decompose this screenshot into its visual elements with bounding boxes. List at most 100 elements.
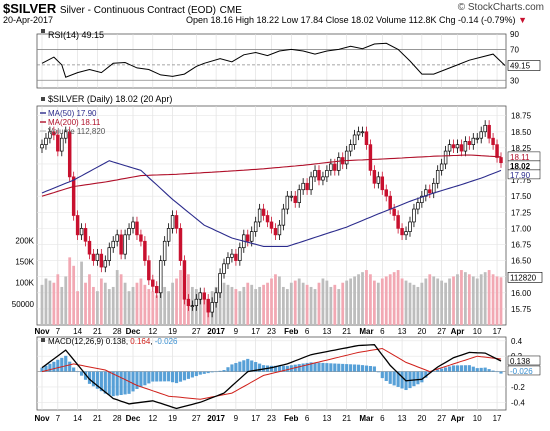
x-axis-label: 7 <box>56 327 61 336</box>
volume-bar <box>167 291 171 325</box>
candle-body <box>309 176 313 191</box>
candle-body <box>40 144 44 149</box>
candle-body <box>431 182 436 194</box>
volume-bar <box>388 274 392 325</box>
macd-histogram-bar <box>321 362 325 372</box>
volume-bar <box>143 284 147 325</box>
x-axis-label: 19 <box>168 327 177 336</box>
volume-bar <box>491 274 495 325</box>
x-axis-label-bottom: 14 <box>73 414 82 423</box>
candle-body <box>79 228 84 236</box>
candle-body <box>356 131 361 136</box>
candle-body <box>147 260 151 281</box>
volume-bar <box>404 280 408 325</box>
macd-histogram-bar <box>455 365 460 372</box>
volume-bar <box>361 272 364 325</box>
candle-body <box>198 292 203 300</box>
macd-histogram-bar <box>364 365 369 372</box>
volume-bar <box>246 282 250 325</box>
volume-bar <box>127 291 131 325</box>
volume-bar <box>479 274 483 325</box>
macd-histogram-bar <box>60 357 64 372</box>
volume-bar <box>111 286 115 325</box>
macd-histogram-bar <box>56 359 60 372</box>
macd-histogram-bar <box>72 367 76 372</box>
volume-bar <box>285 289 289 325</box>
candle-body <box>333 163 337 171</box>
volume-bar <box>345 280 349 325</box>
macd-tick-label: 0.4 <box>511 337 523 346</box>
macd-histogram-bar <box>119 371 123 396</box>
volume-bar <box>400 278 404 325</box>
candle-body <box>305 182 309 191</box>
macd-histogram-bar <box>416 371 420 385</box>
x-axis-label-bottom: Feb <box>284 414 298 423</box>
volume-bar <box>464 272 467 325</box>
candle-body <box>360 131 365 134</box>
volume-bar <box>266 282 269 325</box>
macd-histogram-bar <box>447 366 452 372</box>
volume-bar <box>72 265 76 325</box>
volume-bar <box>436 278 440 325</box>
candle-body <box>317 170 321 181</box>
candle-body <box>337 157 341 171</box>
volume-tick-label: 50000 <box>12 300 35 309</box>
volume-bar <box>107 289 111 325</box>
volume-bar <box>384 276 388 325</box>
volume-bar <box>60 286 64 325</box>
candle-body <box>186 298 191 307</box>
macd-histogram-bar <box>337 363 341 372</box>
x-axis-label: Nov <box>34 327 50 336</box>
volume-bar <box>337 289 341 325</box>
volume-bar <box>234 289 238 325</box>
candle-body <box>325 170 329 178</box>
volume-bar <box>123 282 127 325</box>
price-tick-label: 17.00 <box>511 224 532 233</box>
macd-histogram-bar <box>329 363 333 372</box>
price-tick-label: 16.75 <box>511 240 532 249</box>
macd-histogram-bar <box>309 362 313 372</box>
macd-histogram-bar <box>281 365 285 372</box>
candle-body <box>384 189 388 197</box>
close-last-value: 18.02 <box>510 162 531 171</box>
macd-histogram-bar <box>147 371 151 384</box>
macd-histogram-bar <box>83 371 88 380</box>
candle-body <box>261 208 266 216</box>
volume-bar <box>222 282 226 325</box>
volume-bar <box>175 278 178 325</box>
macd-histogram-bar <box>64 355 68 372</box>
macd-histogram-bar <box>459 365 464 372</box>
volume-tick-label: 150K <box>15 258 34 267</box>
volume-bar <box>171 282 174 325</box>
volume-bar <box>281 286 285 325</box>
volume-bar <box>440 280 444 325</box>
volume-bar <box>487 270 491 325</box>
candle-body <box>234 253 238 261</box>
candle-body <box>162 240 167 261</box>
ma50-last-value: 17.90 <box>510 171 531 180</box>
macd-histogram-bar <box>412 371 416 387</box>
macd-title-part: MACD(12,26,9) <box>48 337 106 346</box>
watermark: © StockCharts.com <box>457 2 544 13</box>
x-axis-label: 10 <box>473 327 482 336</box>
volume-bar <box>444 282 447 325</box>
candle-body <box>143 240 147 261</box>
macd-histogram-bar <box>182 371 187 381</box>
candle-body <box>412 208 416 223</box>
candle-body <box>475 137 479 140</box>
price-tick-label: 18.75 <box>511 112 532 121</box>
candle-body <box>166 228 171 242</box>
volume-bar <box>341 282 345 325</box>
volume-tick-label: 200K <box>15 236 34 245</box>
macd-histogram-bar <box>451 365 456 372</box>
volume-bar <box>460 270 463 325</box>
candle-body <box>364 131 369 145</box>
x-axis-label-bottom: 20 <box>417 414 426 423</box>
macd-histogram-bar <box>273 365 278 372</box>
volume-bar <box>483 272 487 325</box>
rsi-title: RSI(14) 49.15 <box>48 30 104 40</box>
macd-histogram-bar <box>277 365 281 372</box>
candle-body <box>435 170 440 184</box>
volume-bar <box>48 280 52 325</box>
x-axis-label-bottom: 21 <box>93 414 102 423</box>
